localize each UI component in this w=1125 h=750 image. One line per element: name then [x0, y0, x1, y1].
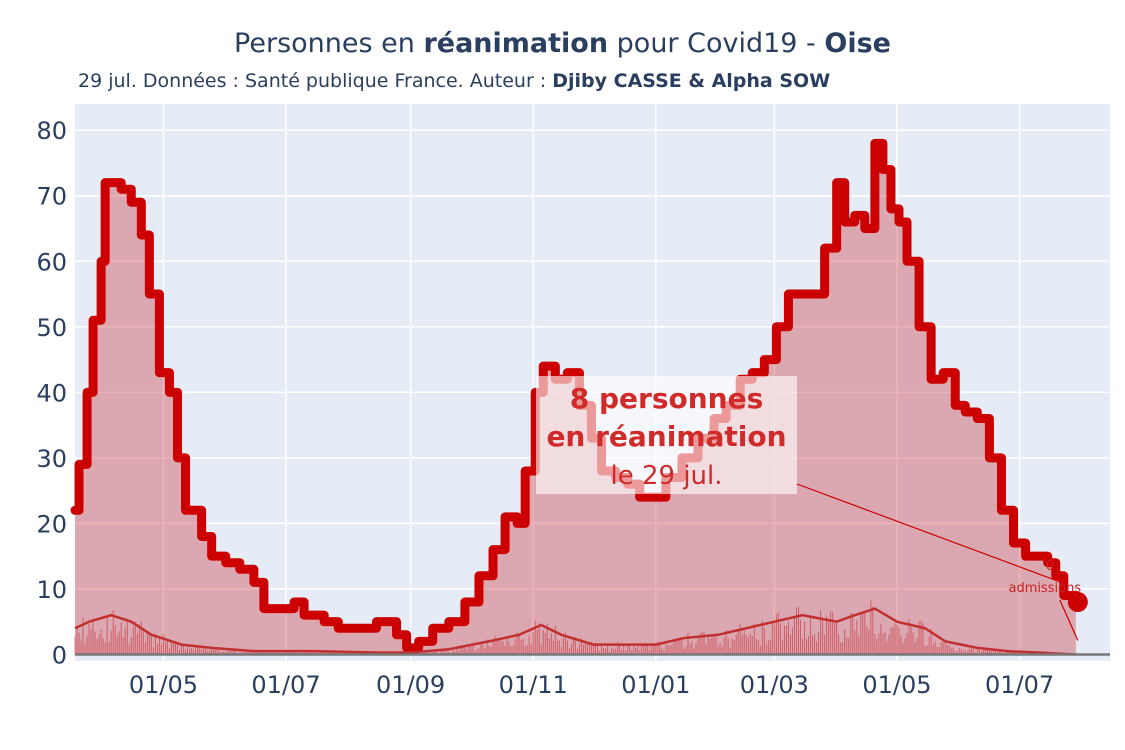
x-axis-ticks: 01/05 01/07 01/09 01/11 01/01 01/03 01/05 01/07 — [129, 671, 1054, 699]
x-tick-label: 01/05 — [862, 671, 931, 699]
x-tick-label: 01/05 — [129, 671, 198, 699]
y-tick-label: 30 — [36, 445, 67, 473]
admissions-arrow — [1059, 599, 1079, 641]
y-tick-label: 0 — [52, 641, 67, 669]
chart-title: Personnes en réanimation pour Covid19 - … — [0, 28, 1125, 59]
x-tick-label: 01/09 — [376, 671, 445, 699]
subtitle-authors: Djiby CASSE & Alpha SOW — [552, 70, 831, 92]
y-tick-label: 20 — [36, 510, 67, 538]
annotation-line2: en réanimation — [546, 420, 786, 453]
y-tick-label: 70 — [36, 183, 67, 211]
y-axis-ticks: 0 10 20 30 40 50 60 70 80 — [36, 117, 67, 669]
y-tick-label: 60 — [36, 248, 67, 276]
title-prefix: Personnes en — [234, 28, 424, 59]
title-region: Oise — [824, 28, 891, 59]
title-middle: pour Covid19 - — [608, 28, 825, 59]
x-tick-label: 01/07 — [251, 671, 320, 699]
y-tick-label: 50 — [36, 314, 67, 342]
last-point-marker — [1067, 592, 1088, 613]
annotation-arrow — [796, 483, 1067, 585]
admissions-label: admissions — [1009, 581, 1082, 596]
x-tick-label: 01/01 — [621, 671, 690, 699]
title-bold: réanimation — [423, 28, 609, 59]
x-tick-label: 01/03 — [740, 671, 809, 699]
x-tick-label: 01/11 — [499, 671, 568, 699]
y-tick-label: 40 — [36, 379, 67, 407]
x-tick-label: 01/07 — [985, 671, 1054, 699]
subtitle-prefix: 29 jul. Données : Santé publique France.… — [78, 70, 553, 92]
annotation-line3: le 29 jul. — [610, 461, 722, 491]
annotation-box — [536, 376, 797, 494]
chart-subtitle: 29 jul. Données : Santé publique France.… — [78, 70, 830, 92]
icu-line — [70, 138, 1081, 653]
admissions-line — [74, 607, 1076, 656]
annotation-line1: 8 personnes — [570, 382, 764, 415]
y-tick-label: 10 — [36, 576, 67, 604]
y-tick-label: 80 — [36, 117, 67, 145]
admissions-value: 0 — [1046, 559, 1054, 574]
